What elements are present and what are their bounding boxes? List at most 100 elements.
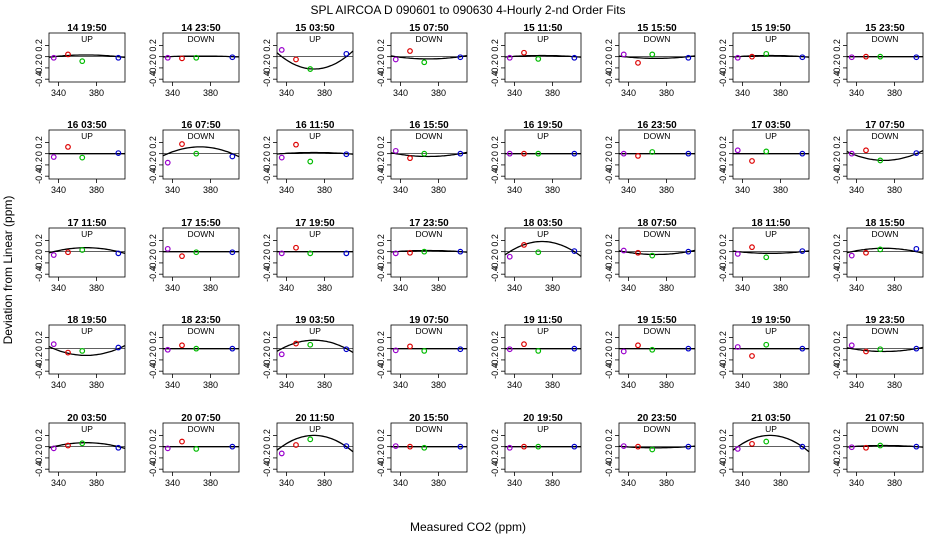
y-tick-label: -0.4: [490, 363, 500, 379]
y-tick-label: 0.2: [490, 331, 500, 344]
panel-frame: [390, 32, 468, 83]
x-tick-label: 380: [431, 478, 446, 488]
standard-point: [65, 349, 71, 356]
y-tick-label: -0.2: [34, 157, 44, 173]
panel-title: 14 23:50: [181, 23, 221, 34]
y-tick-label: 0: [376, 54, 386, 59]
x-tick-label: 340: [51, 478, 66, 488]
y-tick-label: -0.4: [262, 363, 272, 379]
x-tick-label: 340: [165, 283, 180, 293]
panel-frame: [276, 227, 354, 278]
standard-point: [193, 249, 200, 256]
standard-point: [635, 153, 641, 159]
standard-point: [278, 154, 285, 161]
y-tick-label: -0.4: [376, 266, 386, 282]
x-tick-label: 340: [165, 380, 180, 390]
panel-title: 19 15:50: [637, 315, 677, 326]
x-tick-label: 340: [849, 185, 864, 195]
standard-point: [293, 442, 299, 448]
standard-point: [521, 341, 527, 348]
standard-point: [571, 248, 578, 254]
standard-point: [278, 46, 285, 53]
y-tick-label: 0.2: [376, 39, 386, 52]
standard-point: [877, 53, 884, 60]
panel-direction: UP: [537, 34, 549, 44]
panel-direction: UP: [309, 326, 321, 336]
x-tick-label: 380: [203, 478, 218, 488]
panel-frame: [732, 324, 810, 375]
panel-direction: UP: [537, 424, 549, 434]
standard-point: [193, 54, 200, 61]
standard-point: [685, 345, 692, 352]
y-tick-label: -0.4: [832, 363, 842, 379]
standard-point: [343, 50, 350, 57]
fit-curve: [732, 54, 810, 58]
panel-frame: [162, 324, 240, 375]
y-tick-label: -0.4: [832, 71, 842, 87]
standard-point: [421, 150, 428, 157]
x-tick-label: 340: [507, 185, 522, 195]
standard-point: [421, 59, 428, 66]
panel-title: 20 15:50: [409, 413, 449, 424]
fit-curve: [618, 445, 696, 449]
panel-title: 18 23:50: [181, 315, 221, 326]
panel-title: 20 11:50: [296, 413, 335, 424]
panel-direction: UP: [765, 34, 777, 44]
y-tick-label: -0.2: [718, 60, 728, 76]
standard-point: [50, 341, 57, 348]
y-tick-label: -0.2: [262, 157, 272, 173]
standard-point: [164, 346, 171, 353]
panel-frame: [276, 422, 354, 473]
panel-title: 20 03:50: [67, 413, 107, 424]
y-tick-label: 0.2: [34, 234, 44, 247]
standard-point: [635, 443, 641, 450]
fit-curve: [163, 55, 240, 58]
y-tick-label: -0.2: [718, 352, 728, 368]
standard-point: [407, 443, 413, 450]
y-tick-label: -0.2: [262, 60, 272, 76]
y-tick-label: 0.2: [604, 429, 614, 442]
panel-direction: DOWN: [416, 424, 443, 434]
fit-curve: [846, 346, 924, 353]
fit-curve: [732, 434, 810, 453]
y-tick-label: -0.4: [718, 363, 728, 379]
panel-direction: DOWN: [416, 131, 443, 141]
standard-point: [913, 150, 920, 156]
y-tick-label: 0.2: [34, 39, 44, 52]
x-tick-label: 380: [545, 88, 560, 98]
standard-point: [649, 446, 656, 453]
y-tick-label: -0.2: [34, 352, 44, 368]
x-tick-label: 340: [735, 88, 750, 98]
y-tick-label: -0.2: [262, 450, 272, 466]
x-tick-label: 380: [773, 478, 788, 488]
standard-point: [115, 150, 122, 156]
fit-curve: [390, 249, 468, 253]
panel-direction: UP: [309, 229, 321, 239]
panel-title: 15 11:50: [524, 23, 563, 34]
panel-direction: DOWN: [188, 131, 215, 141]
standard-point: [392, 250, 399, 257]
x-tick-label: 380: [89, 478, 104, 488]
standard-point: [407, 249, 413, 256]
panel-title: 17 11:50: [68, 218, 107, 229]
y-tick-label: 0: [604, 249, 614, 254]
fit-curve: [846, 247, 924, 254]
y-tick-label: -0.4: [262, 266, 272, 282]
y-tick-label: -0.4: [604, 461, 614, 477]
standard-point: [848, 150, 855, 157]
panel-direction: UP: [765, 131, 777, 141]
y-tick-label: -0.4: [34, 266, 44, 282]
x-tick-label: 380: [659, 283, 674, 293]
standard-point: [50, 54, 57, 61]
panel-title: 19 07:50: [409, 315, 449, 326]
x-tick-label: 340: [393, 478, 408, 488]
panel-title: 15 15:50: [637, 23, 677, 34]
fit-curve: [48, 345, 126, 357]
y-tick-label: 0: [832, 249, 842, 254]
